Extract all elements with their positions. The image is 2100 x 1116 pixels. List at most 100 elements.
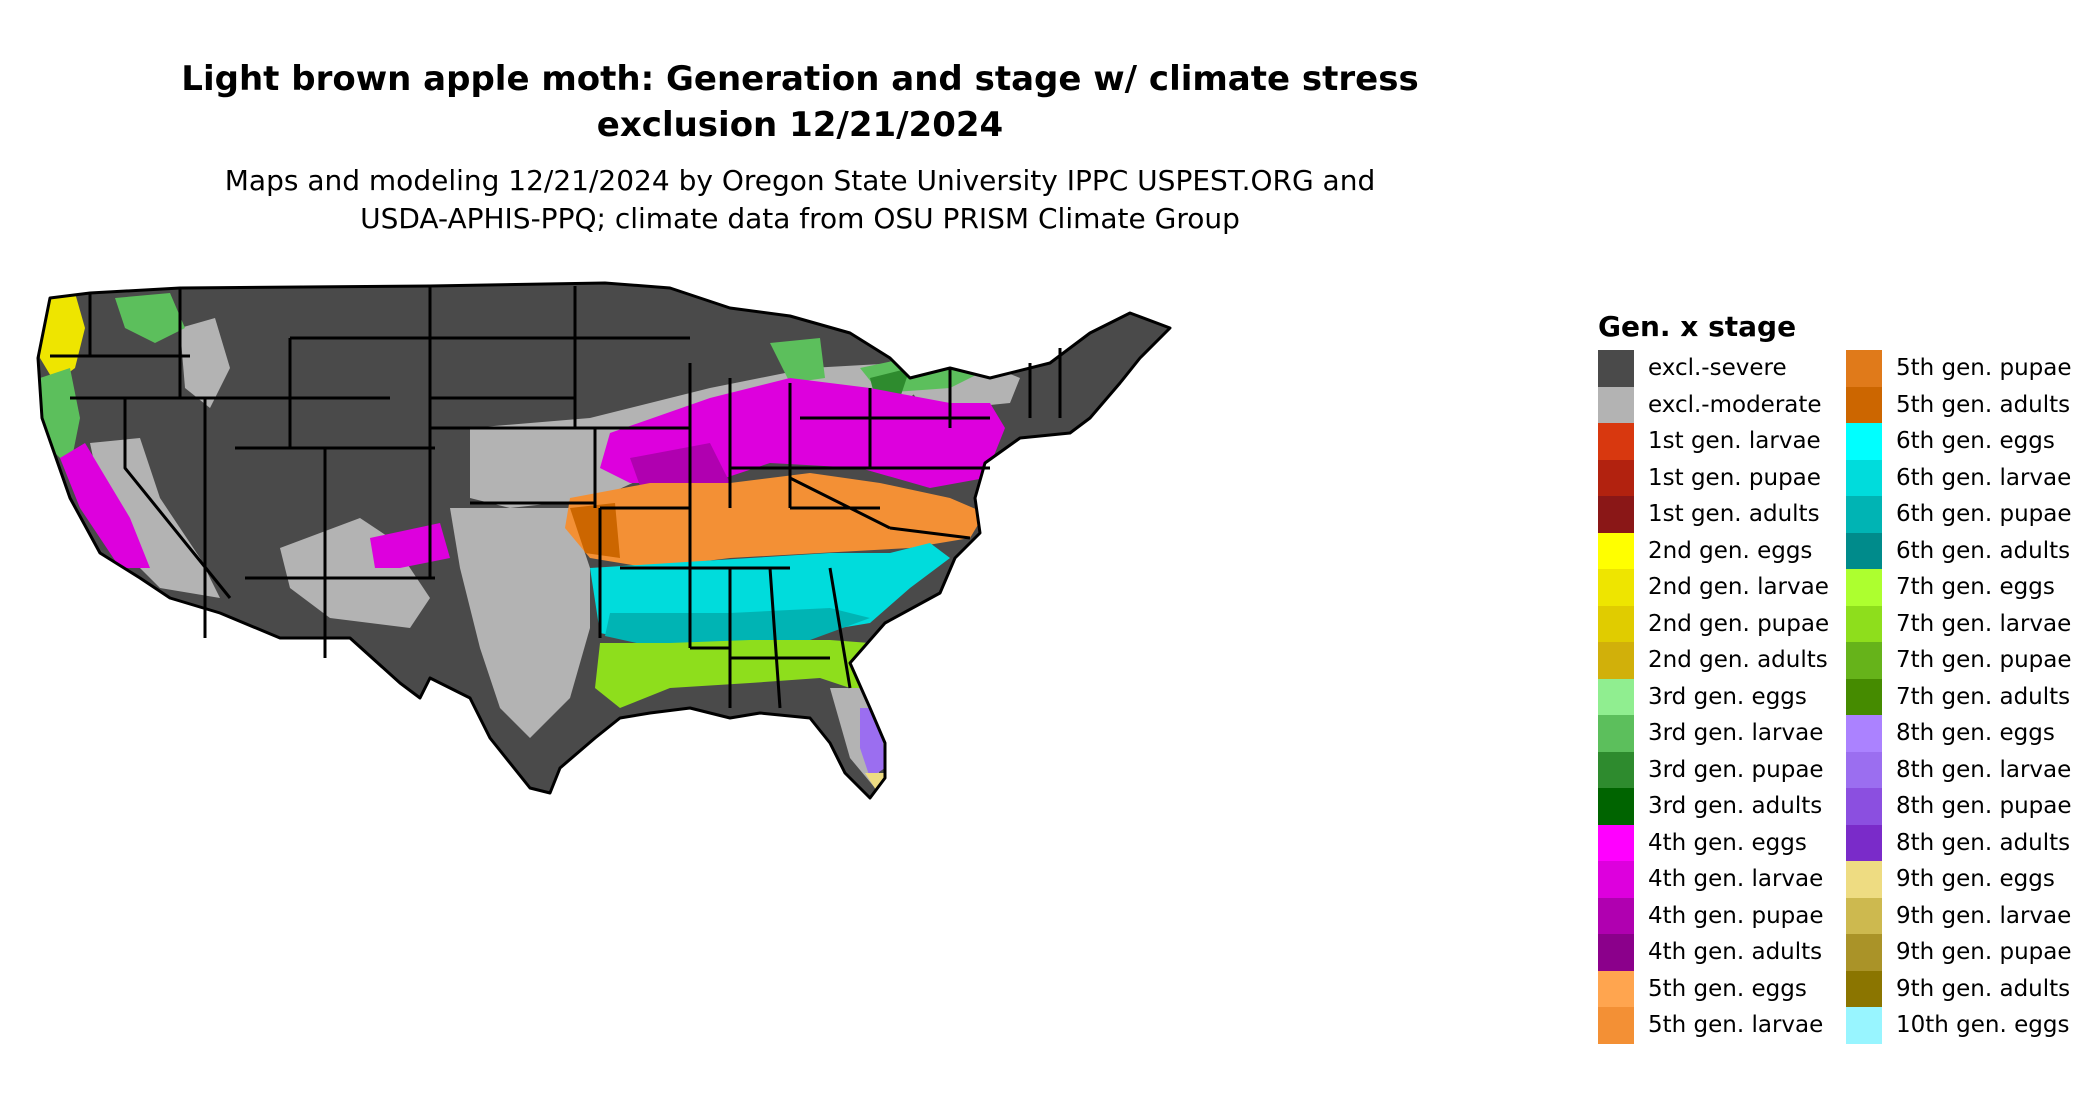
legend-swatch — [1598, 715, 1634, 752]
state-lines-east — [728, 348, 1062, 540]
zone-4th-gen-california — [60, 443, 150, 568]
legend-label: 9th gen. eggs — [1896, 866, 2055, 892]
legend-swatch — [1598, 496, 1634, 533]
legend-swatch — [1846, 496, 1882, 533]
legend-swatch — [1846, 532, 1882, 569]
legend-label: 3rd gen. eggs — [1648, 683, 1807, 710]
zone-5th-gen-south-central — [565, 473, 985, 568]
legend-swatch — [1598, 1007, 1634, 1044]
zone-9th-gen-florida-tip — [865, 773, 885, 793]
zone-4th-gen-pupae-midwest — [630, 443, 730, 486]
legend-label: 3rd gen. adults — [1648, 793, 1823, 819]
legend-label: 3rd gen. larvae — [1648, 720, 1824, 746]
zone-excl-moderate-idaho — [180, 318, 230, 408]
legend-swatch — [1598, 678, 1634, 715]
legend-label: 3rd gen. pupae — [1648, 756, 1824, 783]
legend-swatch — [1846, 569, 1882, 606]
subtitle-line-1: Maps and modeling 12/21/2024 by Oregon S… — [224, 164, 1376, 197]
legend-label: 5th gen. eggs — [1648, 975, 1807, 1002]
title-line-2: exclusion 12/21/2024 — [596, 105, 1004, 145]
legend-label: 4th gen. larvae — [1648, 866, 1824, 892]
zone-6th-gen-pupae-deep-south — [605, 608, 870, 646]
legend-title: Gen. x stage — [1598, 310, 1797, 343]
legend-label: 5th gen. pupae — [1896, 355, 2072, 381]
legend-swatch — [1846, 642, 1882, 679]
legend-label: 7th gen. larvae — [1896, 610, 2072, 637]
legend-swatch — [1846, 678, 1882, 715]
state-lines-plains — [428, 286, 602, 638]
legend-swatch — [1598, 788, 1634, 825]
subtitle-line-2: USDA-APHIS-PPQ; climate data from OSU PR… — [360, 202, 1240, 235]
map-fill-layers — [38, 283, 1170, 798]
legend-label: 7th gen. eggs — [1896, 574, 2055, 600]
zone-excl-moderate-west — [90, 438, 220, 598]
legend-swatch — [1598, 532, 1634, 569]
legend-swatch — [1846, 934, 1882, 971]
legend-swatch — [1598, 751, 1634, 788]
legend-label: 6th gen. adults — [1896, 537, 2071, 564]
legend-swatch — [1598, 897, 1634, 934]
legend-label: 6th gen. eggs — [1896, 428, 2055, 454]
legend-label: 2nd gen. pupae — [1648, 610, 1830, 637]
zone-3rd-gen-washington — [115, 293, 185, 343]
legend-swatch — [1598, 386, 1634, 423]
legend-swatch — [1846, 715, 1882, 752]
legend-swatch — [1846, 1007, 1882, 1044]
legend-label: 8th gen. eggs — [1896, 720, 2055, 746]
legend-swatch — [1598, 423, 1634, 460]
legend-swatch — [1598, 459, 1634, 496]
legend-swatch — [1598, 569, 1634, 606]
legend-swatch — [1598, 605, 1634, 642]
map-title: Light brown apple moth: Generation and s… — [60, 56, 1540, 148]
legend-label: 1st gen. larvae — [1648, 428, 1821, 454]
zone-3rd-gen-great-lakes — [770, 338, 825, 383]
legend-label: 2nd gen. larvae — [1648, 574, 1829, 600]
legend-label: 9th gen. adults — [1896, 975, 2071, 1002]
legend-label: 8th gen. pupae — [1896, 793, 2072, 819]
legend-swatch — [1846, 350, 1882, 387]
legend-swatch — [1846, 423, 1882, 460]
legend-swatch — [1846, 751, 1882, 788]
legend-swatch — [1846, 605, 1882, 642]
legend-swatch — [1598, 350, 1634, 387]
legend-swatch — [1598, 970, 1634, 1007]
legend-label: 2nd gen. adults — [1648, 647, 1828, 673]
us-outline — [36, 281, 1172, 800]
legend-label: 4th gen. eggs — [1648, 829, 1807, 856]
zone-2nd-gen-northwest — [38, 293, 85, 383]
legend-swatch — [1846, 861, 1882, 898]
legend-label: 5th gen. adults — [1896, 391, 2071, 418]
legend-swatch — [1846, 897, 1882, 934]
legend-label: 8th gen. larvae — [1896, 756, 2072, 783]
legend-label: 1st gen. pupae — [1648, 464, 1821, 491]
zone-excl-moderate-texas — [450, 508, 590, 738]
legend-swatch — [1846, 386, 1882, 423]
map-subtitle: Maps and modeling 12/21/2024 by Oregon S… — [60, 162, 1540, 238]
legend-label: 10th gen. eggs — [1896, 1012, 2070, 1038]
us-generation-stage-map — [36, 281, 1172, 800]
state-borders — [36, 281, 1172, 800]
legend-label: 5th gen. larvae — [1648, 1012, 1824, 1038]
state-lines-central — [575, 336, 852, 709]
legend-label: 4th gen. adults — [1648, 939, 1823, 965]
legend-swatch — [1846, 970, 1882, 1007]
legend-label: 4th gen. pupae — [1648, 902, 1824, 929]
legend-swatch — [1846, 459, 1882, 496]
legend-swatch — [1846, 788, 1882, 825]
legend-label: 8th gen. adults — [1896, 829, 2071, 856]
legend-label: 9th gen. pupae — [1896, 939, 2072, 965]
zone-5th-gen-adults-oklahoma — [570, 503, 620, 558]
legend-swatch — [1598, 861, 1634, 898]
legend-label: 9th gen. larvae — [1896, 902, 2072, 929]
legend-label: 7th gen. adults — [1896, 683, 2071, 710]
legend-label: 6th gen. pupae — [1896, 501, 2072, 527]
legend-label: excl.-moderate — [1648, 391, 1822, 418]
title-line-1: Light brown apple moth: Generation and s… — [181, 59, 1419, 99]
legend-label: 7th gen. pupae — [1896, 647, 2072, 673]
legend-label: 1st gen. adults — [1648, 501, 1820, 527]
legend-label: 6th gen. larvae — [1896, 464, 2072, 491]
legend-swatch — [1598, 642, 1634, 679]
legend-label: excl.-severe — [1648, 355, 1787, 381]
legend-swatch — [1598, 934, 1634, 971]
legend-swatch — [1846, 824, 1882, 861]
